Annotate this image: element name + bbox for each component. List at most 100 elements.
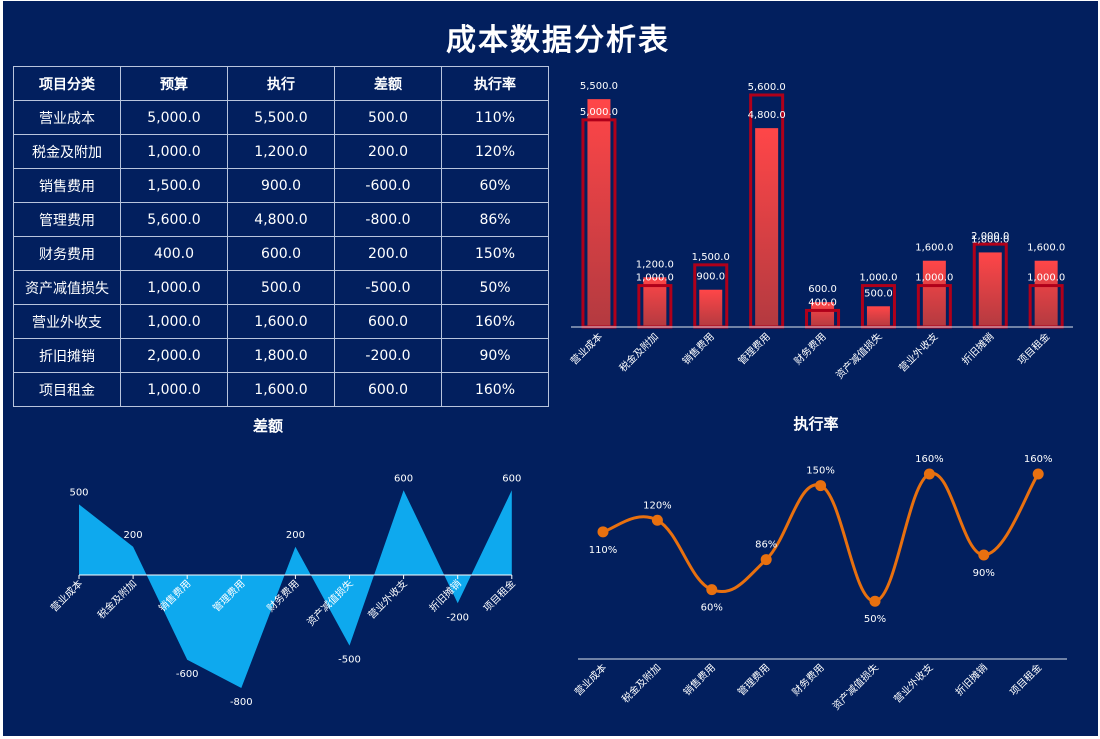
table-cell: 160% (441, 304, 549, 339)
table-cell: 1,600.0 (227, 372, 335, 407)
variance-chart-title: 差额 (252, 417, 283, 435)
axis-tick-label: 销售费用 (679, 330, 716, 367)
table-cell: 500.0 (334, 100, 442, 135)
axis-tick-label: 财务费用 (789, 661, 826, 698)
execution-bar (1034, 260, 1058, 327)
table-cell: 销售费用 (13, 168, 121, 203)
axis-tick-label: 营业成本 (568, 330, 605, 367)
axis-tick-label: 营业成本 (48, 577, 85, 614)
axis-tick-label: 项目租金 (1015, 330, 1052, 367)
table-cell: 110% (441, 100, 549, 135)
axis-tick-label: 税金及附加 (619, 661, 664, 706)
axis-tick-label: 销售费用 (680, 661, 717, 698)
table-cell: 600.0 (334, 304, 442, 339)
table-cell: 400.0 (120, 236, 228, 271)
axis-tick-label: 营业外收支 (896, 330, 941, 375)
execution-data-label: 900.0 (696, 272, 725, 283)
rate-data-label: 160% (915, 454, 944, 465)
rate-point (978, 549, 990, 561)
rate-data-label: 60% (701, 603, 723, 614)
table-cell: 200.0 (334, 236, 442, 271)
variance-data-label: 600 (502, 473, 521, 484)
budget-data-label: 2,000.0 (971, 231, 1009, 242)
rate-data-label: 110% (589, 545, 618, 556)
execution-data-label: 4,800.0 (748, 110, 786, 121)
rate-point (923, 468, 935, 480)
table-cell: 4,800.0 (227, 202, 335, 237)
table-cell: 600.0 (334, 372, 442, 407)
rate-point (760, 554, 772, 566)
budget-data-label: 1,000.0 (915, 273, 953, 284)
execution-bar (866, 306, 890, 327)
axis-tick-label: 税金及附加 (95, 577, 140, 622)
budget-data-label: 1,500.0 (692, 252, 730, 263)
budget-data-label: 5,000.0 (580, 107, 618, 118)
variance-data-label: 600 (394, 473, 413, 484)
execution-data-label: 1,600.0 (1027, 243, 1065, 254)
axis-tick-label: 税金及附加 (616, 330, 661, 375)
table-cell: 1,200.0 (227, 134, 335, 169)
charts-canvas: 5,000.0 5,500.0 营业成本 1,000.0 1,200.0 税金及附加 1,5… (48, 81, 1073, 713)
table-row: 资产减值损失 1,000.0 500.0 -500.0 50% (13, 270, 549, 305)
rate-data-label: 160% (1024, 454, 1053, 465)
rate-data-label: 50% (864, 614, 886, 625)
table-cell: 税金及附加 (13, 134, 121, 169)
variance-data-label: 200 (124, 530, 143, 541)
table-cell: 120% (441, 134, 549, 169)
axis-tick-label: 资产减值损失 (830, 661, 882, 713)
execution-bar (978, 252, 1002, 327)
rate-point (815, 480, 827, 492)
rate-data-label: 120% (643, 500, 672, 511)
rate-data-label: 90% (973, 568, 995, 579)
rate-point (706, 584, 718, 596)
execution-data-label: 5,500.0 (580, 81, 618, 92)
execution-bar (755, 128, 779, 327)
dashboard-panel: 成本数据分析表 项目分类 预算 执行 差额 执行率 营业成本 5,000.0 5,500.0… (3, 1, 1098, 736)
table-row: 营业成本 5,000.0 5,500.0 500.0 110% (13, 100, 549, 135)
rate-point (651, 514, 663, 526)
variance-area-chart: 500营业成本200税金及附加-600销售费用-800管理费用200财务费用-5… (48, 473, 522, 708)
rate-data-label: 150% (806, 466, 835, 477)
rate-data-label: 86% (755, 540, 777, 551)
column-header: 预算 (120, 66, 228, 101)
table-cell: 1,000.0 (120, 372, 228, 407)
rate-chart-title: 执行率 (793, 415, 839, 433)
execution-bar (811, 302, 835, 327)
table-cell: 160% (441, 372, 549, 407)
budget-data-label: 1,000.0 (1027, 273, 1065, 284)
variance-data-label: -200 (446, 612, 469, 623)
table-cell: -200.0 (334, 338, 442, 373)
bar-chart: 5,000.0 5,500.0 营业成本 1,000.0 1,200.0 税金及附加 1,5… (568, 81, 1073, 382)
table-cell: -500.0 (334, 270, 442, 305)
table-cell: 5,600.0 (120, 202, 228, 237)
table-row: 项目租金 1,000.0 1,600.0 600.0 160% (13, 372, 549, 407)
axis-tick-label: 资产减值损失 (833, 330, 885, 382)
table-cell: 60% (441, 168, 549, 203)
execution-data-label: 600.0 (808, 284, 837, 295)
column-header: 执行率 (441, 66, 549, 101)
table-row: 税金及附加 1,000.0 1,200.0 200.0 120% (13, 134, 549, 169)
axis-tick-label: 营业成本 (572, 661, 609, 698)
table-cell: 资产减值损失 (13, 270, 121, 305)
page-title: 成本数据分析表 (446, 23, 670, 58)
column-header: 执行 (227, 66, 335, 101)
variance-data-label: -600 (176, 669, 199, 680)
budget-data-label: 1,000.0 (636, 273, 674, 284)
execution-bar (699, 289, 723, 327)
axis-tick-label: 管理费用 (735, 661, 772, 698)
axis-tick-label: 折旧摊销 (952, 661, 989, 698)
execution-data-label: 1,200.0 (636, 259, 674, 270)
execution-data-label: 1,800.0 (971, 234, 1009, 245)
table-cell: 900.0 (227, 168, 335, 203)
execution-bar (922, 260, 946, 327)
axis-tick-label: 营业外收支 (365, 577, 410, 622)
table-cell: 600.0 (227, 236, 335, 271)
axis-tick-label: 管理费用 (735, 330, 772, 367)
table-cell: 90% (441, 338, 549, 373)
table-cell: 50% (441, 270, 549, 305)
axis-tick-label: 项目租金 (1007, 661, 1044, 698)
table-cell: 1,500.0 (120, 168, 228, 203)
axis-tick-label: 财务费用 (791, 330, 828, 367)
table-cell: 财务费用 (13, 236, 121, 271)
rate-point (597, 526, 609, 538)
